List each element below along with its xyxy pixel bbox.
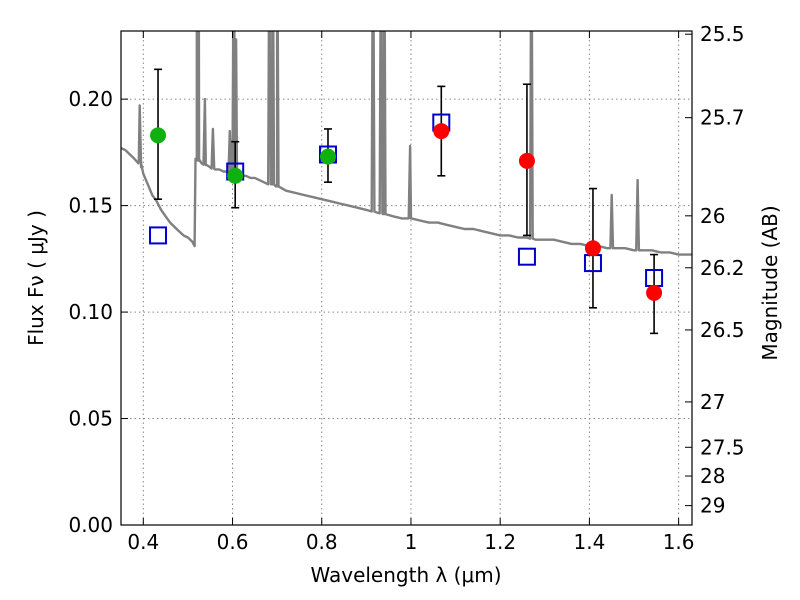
model-square: [517, 247, 536, 266]
x-tick-label: 0.6: [217, 530, 249, 554]
observed-flux-points: [150, 123, 663, 301]
axis-ticks: 0.4 0.6 0.8 1 1.2 1.4 1.6 0.00 0.05 0.10 0.15 0.20 2…: [68, 22, 744, 554]
right-tick-label: 28: [700, 464, 725, 488]
y-tick-label: 0.00: [68, 513, 113, 537]
x-tick-label: 1: [405, 530, 418, 554]
x-tick-label: 0.4: [127, 530, 159, 554]
x-tick-label: 1.2: [484, 530, 516, 554]
right-axis-title: Magnitude (AB): [758, 205, 782, 360]
model-spectrum: [121, 31, 692, 256]
x-tick-label: 1.4: [573, 530, 605, 554]
red-data-point: [518, 152, 535, 169]
y-tick-label: 0.05: [68, 407, 113, 431]
right-tick-label: 26: [700, 204, 725, 228]
red-data-point: [646, 284, 663, 301]
red-data-point: [584, 240, 601, 257]
right-tick-label: 26.2: [700, 256, 745, 280]
right-tick-label: 27: [700, 390, 725, 414]
right-tick-label: 29: [700, 494, 725, 518]
right-tick-label: 25.5: [700, 22, 745, 46]
model-square: [149, 226, 168, 245]
y-axis-title: Flux Fν ( μJy ): [24, 210, 48, 346]
red-data-point: [433, 123, 450, 140]
plot-frame: [120, 30, 693, 526]
green-data-point: [227, 167, 244, 184]
x-tick-label: 0.8: [306, 530, 338, 554]
y-tick-label: 0.15: [68, 194, 113, 218]
right-tick-label: 26.5: [700, 318, 745, 342]
y-tick-label: 0.20: [68, 87, 113, 111]
spectrum-line: [121, 31, 692, 256]
right-tick-label: 25.7: [700, 106, 745, 130]
x-tick-label: 1.6: [663, 530, 695, 554]
green-data-point: [319, 148, 336, 165]
right-tick-label: 27.5: [700, 435, 745, 459]
green-data-point: [150, 127, 167, 144]
y-tick-label: 0.10: [68, 300, 113, 324]
x-axis-title: Wavelength λ (μm): [310, 563, 501, 587]
